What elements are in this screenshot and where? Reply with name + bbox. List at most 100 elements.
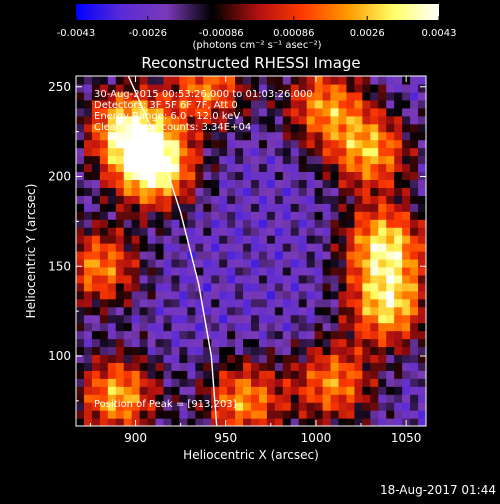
heatmap-cell <box>386 258 395 268</box>
heatmap-cell <box>346 91 356 101</box>
heatmap-cell <box>282 251 292 260</box>
heatmap-cell <box>362 418 371 426</box>
heatmap-cell <box>338 290 348 300</box>
heatmap-cell <box>290 115 300 125</box>
heatmap-cell <box>418 282 426 292</box>
heatmap-cell <box>370 306 379 316</box>
heatmap-cell <box>282 362 292 371</box>
heatmap-cell <box>203 107 212 117</box>
heatmap-cell <box>410 123 419 133</box>
heatmap-cell <box>346 394 356 403</box>
heatmap-cell <box>171 91 181 101</box>
heatmap-cell <box>147 306 157 316</box>
heatmap-cell <box>163 274 173 284</box>
heatmap-cell <box>139 306 149 316</box>
heatmap-cell <box>330 298 340 308</box>
heatmap-cell <box>115 163 125 173</box>
heatmap-cell <box>139 402 149 411</box>
heatmap-cell <box>131 147 141 157</box>
heatmap-cell <box>107 99 117 109</box>
heatmap-cell <box>171 282 181 292</box>
heatmap-cell <box>378 147 387 157</box>
heatmap-cell <box>266 123 276 133</box>
heatmap-cell <box>195 115 204 125</box>
heatmap-cell <box>179 338 188 348</box>
heatmap-cell <box>155 91 165 101</box>
heatmap-cell <box>179 227 188 236</box>
heatmap-cell <box>91 179 101 188</box>
heatmap-cell <box>147 219 157 228</box>
heatmap-cell <box>251 115 260 125</box>
heatmap-cell <box>418 410 426 419</box>
heatmap-cell <box>282 171 292 181</box>
heatmap-cell <box>370 123 379 133</box>
heatmap-cell <box>83 370 93 379</box>
heatmap-cell <box>274 402 284 411</box>
heatmap-cell <box>330 354 340 363</box>
heatmap-cell <box>115 99 125 109</box>
heatmap-cell <box>354 139 363 149</box>
energy-label: Energy Range: 6.0 - 12.0 keV <box>94 111 240 122</box>
heatmap-cell <box>338 282 348 292</box>
heatmap-cell <box>306 139 316 149</box>
heatmap-cell <box>155 227 165 236</box>
heatmap-cell <box>394 322 403 332</box>
heatmap-cell <box>99 99 109 109</box>
heatmap-cell <box>99 115 109 125</box>
heatmap-cell <box>171 402 181 411</box>
heatmap-cell <box>410 227 419 236</box>
heatmap-cell <box>402 163 411 173</box>
heatmap-cell <box>99 298 109 308</box>
heatmap-cell <box>163 330 173 340</box>
heatmap-cell <box>338 314 348 324</box>
heatmap-cell <box>131 115 141 125</box>
heatmap-cell <box>107 258 117 268</box>
heatmap-cell <box>251 211 260 220</box>
heatmap-cell <box>123 298 133 308</box>
heatmap-cell <box>282 266 292 276</box>
heatmap-cell <box>211 235 220 244</box>
heatmap-cell <box>83 227 93 236</box>
heatmap-cell <box>322 179 332 188</box>
heatmap-cell <box>258 298 268 308</box>
heatmap-cell <box>314 306 324 316</box>
heatmap-cell <box>394 266 403 276</box>
heatmap-cell <box>115 171 125 181</box>
heatmap-cell <box>235 163 244 173</box>
heatmap-cell <box>115 139 125 149</box>
heatmap-cell <box>266 91 276 101</box>
heatmap-cell <box>235 274 244 284</box>
heatmap-cell <box>266 282 276 292</box>
total-counts-label: Total counts: 3.34E+04 <box>134 122 251 133</box>
heatmap-cell <box>76 362 85 371</box>
heatmap-cell <box>314 163 324 173</box>
heatmap-cell <box>139 179 149 188</box>
heatmap-cell <box>139 314 149 324</box>
heatmap-cell <box>354 282 363 292</box>
heatmap-cell <box>139 76 149 85</box>
heatmap-cell <box>266 99 276 109</box>
heatmap-cell <box>290 107 300 117</box>
heatmap-cell <box>203 274 212 284</box>
heatmap-cell <box>378 346 387 356</box>
heatmap-cell <box>402 187 411 196</box>
heatmap-cell <box>410 322 419 332</box>
heatmap-cell <box>370 290 379 300</box>
heatmap-cell <box>179 123 188 133</box>
heatmap-cell <box>258 251 268 260</box>
heatmap-cell <box>282 107 292 117</box>
heatmap-cell <box>107 330 117 340</box>
heatmap-cell <box>306 314 316 324</box>
heatmap-cell <box>203 99 212 109</box>
heatmap-cell <box>418 179 426 188</box>
heatmap-cell <box>362 115 371 125</box>
heatmap-cell <box>418 338 426 348</box>
heatmap-cell <box>338 274 348 284</box>
heatmap-cell <box>346 330 356 340</box>
heatmap-cell <box>354 219 363 228</box>
heatmap-cell <box>131 251 141 260</box>
heatmap-cell <box>290 370 300 379</box>
heatmap-cell <box>179 418 188 426</box>
heatmap-cell <box>123 314 133 324</box>
heatmap-cell <box>402 219 411 228</box>
